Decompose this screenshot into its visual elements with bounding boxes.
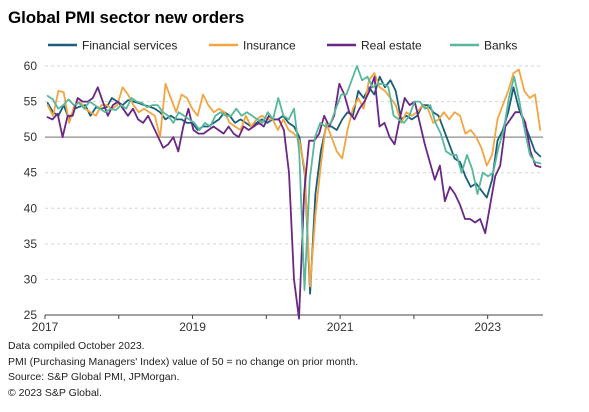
footnote-pmi-definition: PMI (Purchasing Managers' Index) value o… (8, 355, 359, 368)
axes: 25 30 35 40 45 50 55 60 2017 2019 2021 2023 (24, 59, 543, 334)
y-tick-label: 45 (24, 166, 38, 180)
y-tick-label: 55 (24, 95, 38, 109)
series-line-insurance (46, 68, 542, 288)
footnote-data-compiled: Data compiled October 2023. (8, 340, 145, 352)
x-tick-label: 2019 (179, 320, 206, 334)
legend-label-real-estate: Real estate (361, 39, 422, 53)
y-tick-label: 35 (24, 237, 38, 251)
y-tick-label: 40 (24, 201, 38, 215)
footnote-source: Source: S&P Global PMI, JPMorgan. (8, 371, 180, 383)
series-line-banks (46, 65, 542, 292)
y-tick-label: 60 (24, 59, 38, 73)
gridlines (45, 65, 543, 280)
x-tick-label: 2017 (32, 320, 59, 334)
footnote-copyright: © 2023 S&P Global. (8, 386, 102, 399)
series-lines (46, 65, 542, 320)
x-tick-label: 2021 (327, 320, 354, 334)
legend-label-financial-services: Financial services (82, 39, 177, 53)
chart-area: Financial services Insurance Real estate Ba… (24, 39, 543, 334)
y-tick-label: 50 (24, 130, 38, 144)
y-tick-label: 30 (24, 272, 38, 286)
y-tick-label: 25 (24, 308, 38, 322)
series-line-real-estate (46, 75, 542, 320)
legend-label-banks: Banks (484, 39, 517, 53)
legend: Financial services Insurance Real estate Ba… (48, 39, 517, 53)
x-tick-label: 2023 (474, 320, 501, 334)
footnotes: Data compiled October 2023. PMI (Purchas… (8, 339, 358, 401)
chart-title: Global PMI sector new orders (8, 8, 245, 27)
legend-label-insurance: Insurance (243, 39, 296, 53)
